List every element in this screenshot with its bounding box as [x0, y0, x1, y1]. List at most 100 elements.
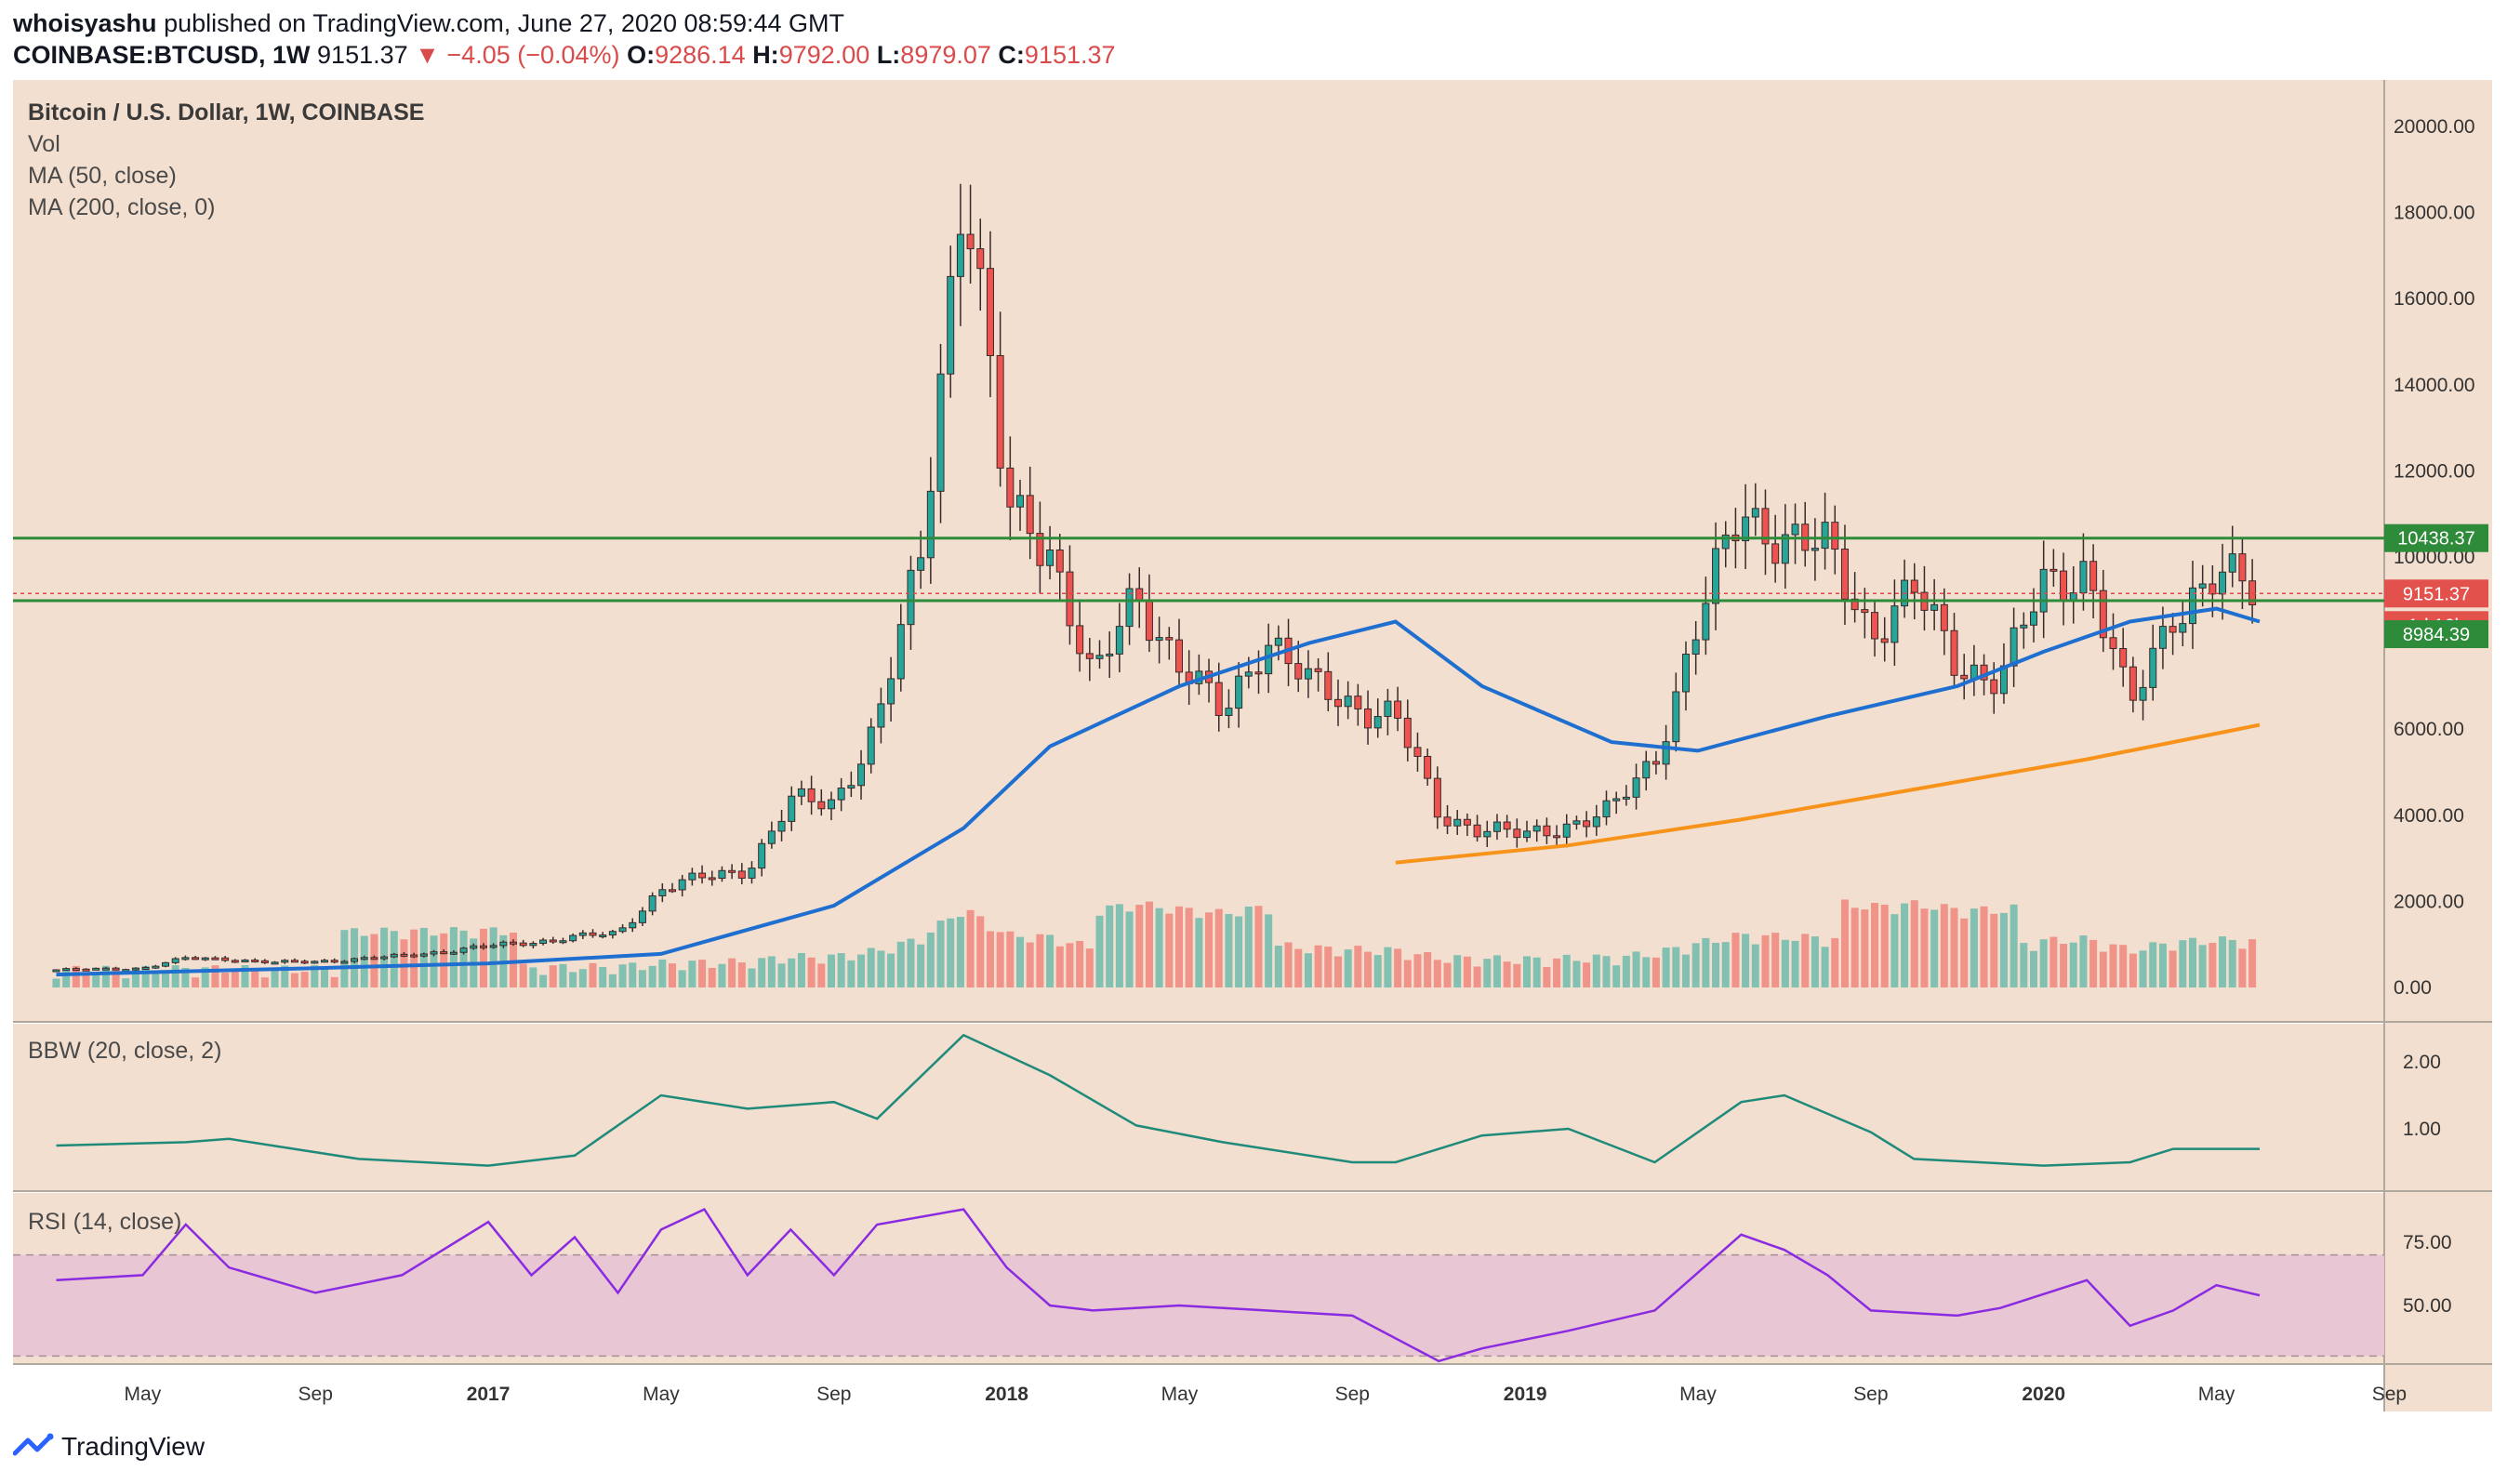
volume-bar — [1165, 913, 1174, 987]
volume-bar — [1036, 934, 1044, 987]
volume-bar — [1910, 900, 1918, 987]
volume-bar — [1413, 954, 1422, 987]
volume-bar — [2099, 951, 2107, 987]
volume-bar — [1702, 937, 1710, 987]
volume-bar — [2149, 942, 2157, 987]
volume-bar — [1840, 899, 1849, 987]
candle-body — [1791, 523, 1799, 536]
volume-bar — [1503, 961, 1511, 987]
candle-body — [658, 889, 667, 896]
volume-bar — [2020, 943, 2028, 987]
volume-bar — [956, 917, 964, 987]
rsi-line — [56, 1208, 2261, 1363]
chart-legend: Bitcoin / U.S. Dollar, 1W, COINBASE Vol … — [28, 97, 424, 223]
candle-body — [1294, 663, 1303, 680]
candle-body — [1155, 637, 1163, 642]
candle-body — [330, 960, 338, 963]
volume-bar — [877, 950, 885, 987]
volume-bar — [1016, 936, 1025, 987]
bbw-label[interactable]: BBW (20, close, 2) — [28, 1038, 222, 1064]
candle-body — [131, 967, 139, 971]
legend-ma200[interactable]: MA (200, close, 0) — [28, 194, 216, 220]
volume-bar — [281, 965, 289, 987]
volume-bar — [2109, 944, 2117, 987]
volume-bar — [947, 918, 955, 987]
candle-body — [470, 945, 478, 949]
volume-bar — [1483, 959, 1492, 987]
candle-body — [1314, 668, 1322, 672]
candle-body — [718, 869, 726, 880]
support-tag: 8984.39 — [2384, 620, 2488, 649]
volume-bar — [589, 962, 597, 987]
candle-body — [2139, 686, 2147, 701]
tradingview-logo[interactable]: TradingView — [13, 1432, 205, 1462]
volume-bar — [1583, 962, 1591, 987]
candle-body — [589, 932, 597, 936]
volume-bar — [1284, 942, 1293, 987]
volume-bar — [1950, 908, 1958, 987]
candle-body — [440, 951, 448, 955]
candle-body — [510, 941, 518, 945]
legend-ma50[interactable]: MA (50, close) — [28, 163, 177, 189]
candle-body — [1583, 820, 1591, 828]
candle-body — [290, 960, 298, 963]
volume-bar — [1265, 914, 1273, 987]
candle-body — [1145, 601, 1153, 642]
candle-body — [1016, 495, 1025, 508]
candle-body — [1532, 825, 1541, 832]
volume-bar — [1225, 913, 1233, 987]
candle-body — [2219, 571, 2227, 595]
volume-bar — [171, 965, 179, 987]
candle-body — [2129, 666, 2137, 701]
volume-bar — [867, 947, 875, 987]
volume-bar — [1990, 913, 1998, 987]
volume-bar — [1532, 957, 1541, 987]
volume-bar — [2198, 945, 2207, 987]
candle-body — [947, 275, 955, 375]
candle-body — [1125, 588, 1134, 628]
candle-body — [320, 960, 328, 963]
volume-bar — [569, 972, 577, 987]
volume-bar — [1185, 908, 1193, 987]
time-tick-label: 2018 — [985, 1384, 1028, 1405]
volume-bar — [1155, 908, 1163, 987]
candle-body — [380, 956, 389, 960]
volume-bar — [52, 978, 60, 987]
candle-body — [1463, 818, 1471, 826]
candle-body — [599, 934, 607, 938]
candle-body — [360, 957, 368, 961]
rsi-label[interactable]: RSI (14, close) — [28, 1209, 182, 1235]
price-tick-label: 10000.00 — [2394, 547, 2475, 568]
price-tick-label: 0.00 — [2394, 977, 2432, 999]
volume-bar — [1712, 942, 1720, 987]
volume-bar — [748, 968, 756, 987]
candle-body — [1632, 777, 1640, 798]
price-change: −4.05 (−0.04%) — [446, 41, 620, 69]
volume-bar — [1214, 908, 1223, 987]
price-tick-label: 14000.00 — [2394, 375, 2475, 396]
volume-bar — [578, 969, 587, 987]
volume-bar — [996, 932, 1004, 987]
volume-bar — [1901, 903, 1909, 987]
time-tick-label: May — [125, 1384, 162, 1405]
candle-body — [2030, 611, 2038, 626]
symbol-bar: COINBASE:BTCUSD, 1W 9151.37 ▼ −4.05 (−0.… — [13, 41, 1116, 70]
candle-body — [1742, 516, 1750, 542]
volume-bar — [1453, 955, 1462, 987]
volume-bar — [290, 973, 298, 987]
ma50-line — [56, 606, 2261, 977]
candle-body — [1513, 828, 1521, 839]
author-name[interactable]: whoisyashu — [13, 9, 157, 37]
candle-body — [669, 889, 677, 893]
volume-bar — [1871, 903, 1879, 987]
volume-bar — [2228, 939, 2236, 987]
volume-bar — [2219, 936, 2227, 987]
candle-body — [728, 869, 736, 873]
candle-body — [141, 966, 150, 970]
candle-body — [1861, 609, 1869, 614]
legend-vol[interactable]: Vol — [28, 131, 60, 157]
candle-body — [1712, 548, 1720, 604]
time-tick-label: Sep — [2372, 1384, 2407, 1405]
candle-body — [1553, 835, 1561, 839]
